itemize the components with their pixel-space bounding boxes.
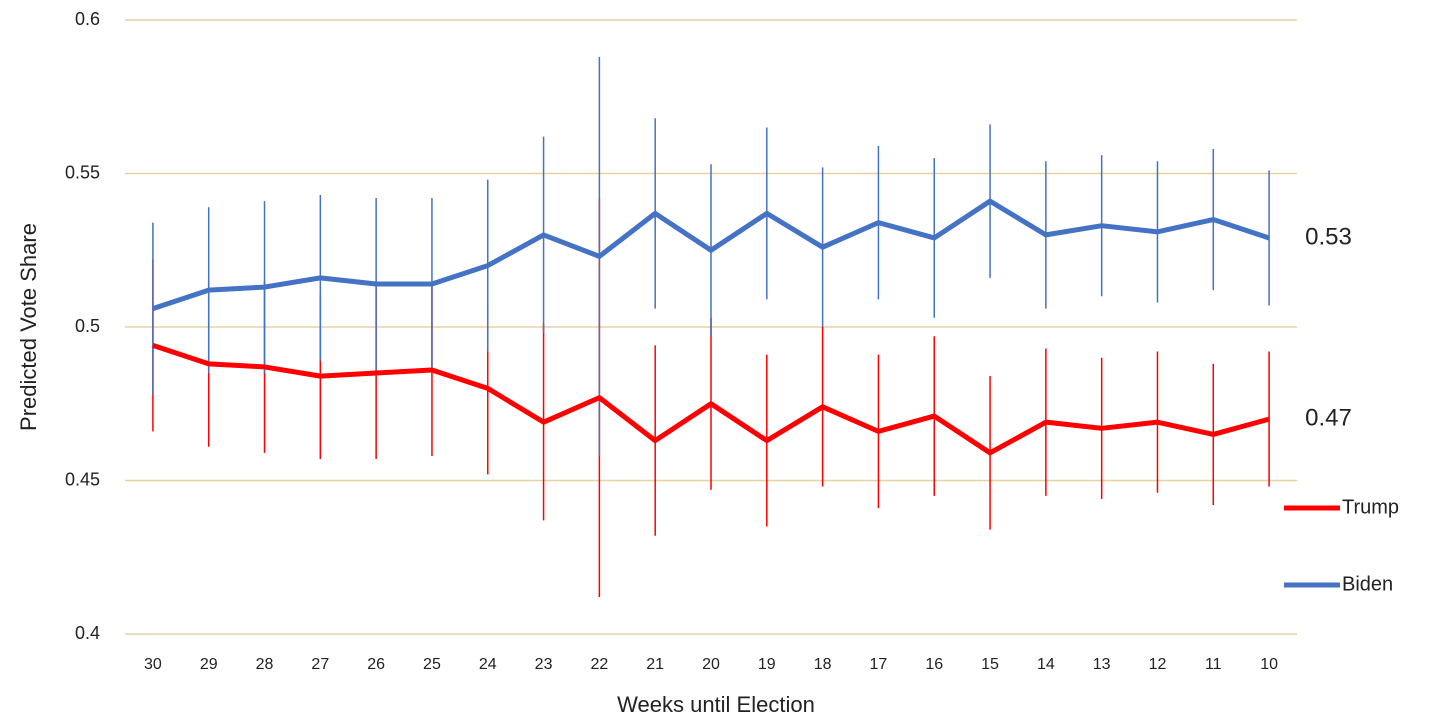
x-tick-label: 26 [367, 656, 385, 673]
x-tick-label: 13 [1093, 656, 1111, 673]
end-label: 0.53 [1305, 223, 1352, 250]
x-tick-label: 25 [423, 656, 441, 673]
legend-label: Biden [1342, 573, 1393, 595]
x-tick-label: 29 [200, 656, 218, 673]
y-tick-label: 0.45 [65, 469, 100, 489]
y-tick-label: 0.4 [75, 623, 100, 643]
x-tick-label: 18 [814, 656, 832, 673]
x-tick-label: 23 [535, 656, 553, 673]
x-tick-label: 11 [1205, 656, 1222, 673]
x-tick-label: 19 [758, 656, 776, 673]
x-tick-label: 21 [646, 656, 664, 673]
x-tick-label: 16 [925, 656, 943, 673]
x-tick-label: 28 [256, 656, 274, 673]
x-tick-label: 15 [981, 656, 999, 673]
x-tick-label: 24 [479, 656, 497, 673]
legend-label: Trump [1342, 496, 1399, 518]
x-axis-title: Weeks until Election [617, 692, 815, 717]
series-line [152, 343, 1270, 456]
x-tick-label: 14 [1037, 656, 1055, 673]
x-tick-label: 17 [870, 656, 888, 673]
x-tick-label: 22 [590, 656, 608, 673]
y-axis-title: Predicted Vote Share [16, 223, 41, 431]
end-label: 0.47 [1305, 404, 1352, 431]
x-tick-label: 27 [311, 656, 329, 673]
series-line [152, 198, 1270, 311]
x-tick-label: 30 [144, 656, 162, 673]
y-tick-label: 0.6 [75, 9, 100, 29]
x-tick-label: 12 [1149, 656, 1167, 673]
x-tick-label: 10 [1260, 656, 1278, 673]
x-tick-label: 20 [702, 656, 720, 673]
y-tick-label: 0.5 [75, 316, 100, 336]
y-tick-label: 0.55 [65, 162, 100, 182]
